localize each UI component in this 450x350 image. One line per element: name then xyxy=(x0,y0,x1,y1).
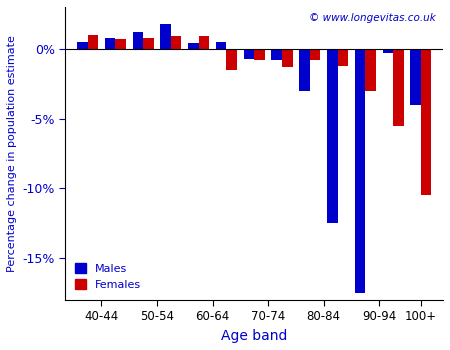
Bar xyxy=(355,49,365,293)
Bar xyxy=(143,38,153,49)
Bar xyxy=(171,36,181,49)
Bar xyxy=(254,49,265,60)
Bar xyxy=(327,49,338,223)
Bar xyxy=(271,49,282,60)
Bar xyxy=(226,49,237,70)
Bar xyxy=(243,49,254,58)
Bar xyxy=(105,38,115,49)
Bar xyxy=(310,49,320,60)
Bar xyxy=(188,43,198,49)
Text: © www.longevitas.co.uk: © www.longevitas.co.uk xyxy=(309,13,436,23)
Bar xyxy=(198,36,209,49)
Legend: Males, Females: Males, Females xyxy=(71,259,146,295)
Bar xyxy=(338,49,348,65)
Bar xyxy=(382,49,393,53)
Bar xyxy=(282,49,292,67)
Y-axis label: Percentage change in population estimate: Percentage change in population estimate xyxy=(7,35,17,272)
Bar xyxy=(115,39,126,49)
Bar xyxy=(132,32,143,49)
Bar xyxy=(421,49,432,195)
Bar xyxy=(365,49,376,91)
Bar xyxy=(77,42,87,49)
Bar xyxy=(393,49,404,126)
Bar xyxy=(216,42,226,49)
Bar xyxy=(410,49,421,105)
Bar xyxy=(160,24,171,49)
Bar xyxy=(87,35,98,49)
Bar xyxy=(299,49,310,91)
X-axis label: Age band: Age band xyxy=(221,329,288,343)
